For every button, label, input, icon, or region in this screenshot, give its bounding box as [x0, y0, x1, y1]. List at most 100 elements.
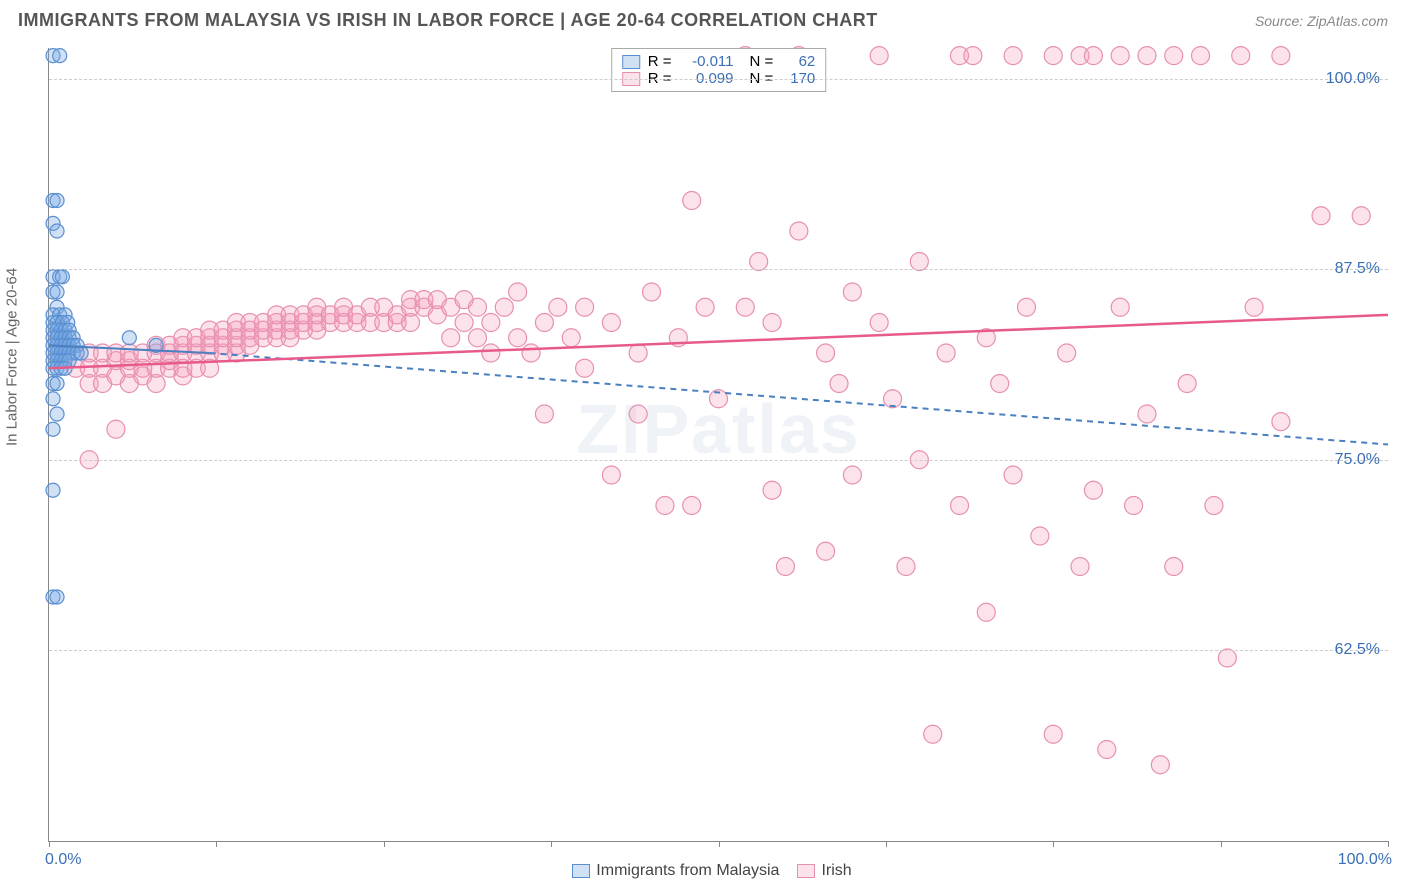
- series-legend: Immigrants from Malaysia Irish: [0, 862, 1406, 880]
- data-point: [656, 497, 674, 515]
- data-point: [562, 329, 580, 347]
- data-point: [535, 314, 553, 332]
- data-point: [1312, 207, 1330, 225]
- source-credit: Source: ZipAtlas.com: [1255, 13, 1388, 29]
- legend-series-label: Immigrants from Malaysia: [596, 862, 779, 879]
- data-point: [576, 359, 594, 377]
- data-point: [1058, 344, 1076, 362]
- legend-series-label: Irish: [821, 862, 851, 879]
- data-point: [1017, 298, 1035, 316]
- data-point: [602, 466, 620, 484]
- legend-swatch: [572, 864, 590, 878]
- data-point: [1165, 47, 1183, 65]
- x-tick: [1388, 841, 1389, 847]
- data-point: [1272, 47, 1290, 65]
- data-point: [790, 222, 808, 240]
- data-point: [1232, 47, 1250, 65]
- r-value: -0.011: [680, 53, 734, 70]
- data-point: [1178, 375, 1196, 393]
- data-point: [468, 329, 486, 347]
- data-point: [643, 283, 661, 301]
- chart-title: IMMIGRANTS FROM MALAYSIA VS IRISH IN LAB…: [18, 10, 878, 31]
- data-point: [683, 192, 701, 210]
- data-point: [509, 329, 527, 347]
- x-tick: [1221, 841, 1222, 847]
- data-point: [482, 344, 500, 362]
- data-point: [817, 344, 835, 362]
- data-point: [683, 497, 701, 515]
- data-point: [1004, 466, 1022, 484]
- legend-swatch: [797, 864, 815, 878]
- data-point: [1111, 47, 1129, 65]
- y-tick-label: 75.0%: [1335, 451, 1380, 469]
- data-point: [455, 314, 473, 332]
- data-point: [46, 392, 60, 406]
- data-point: [50, 194, 64, 208]
- x-tick: [719, 841, 720, 847]
- chart-plot-area: ZIPatlas R =-0.011N =62R =0.099N =170 0.…: [48, 48, 1388, 842]
- x-tick: [216, 841, 217, 847]
- scatter-svg: [49, 48, 1388, 841]
- data-point: [522, 344, 540, 362]
- data-point: [1031, 527, 1049, 545]
- data-point: [1004, 47, 1022, 65]
- gridline: [49, 269, 1388, 270]
- data-point: [1352, 207, 1370, 225]
- n-label: N =: [750, 53, 774, 70]
- data-point: [55, 270, 69, 284]
- y-tick-label: 87.5%: [1335, 260, 1380, 278]
- y-axis-label: In Labor Force | Age 20-64: [4, 268, 21, 446]
- y-tick-label: 100.0%: [1326, 70, 1380, 88]
- x-tick: [49, 841, 50, 847]
- data-point: [870, 47, 888, 65]
- data-point: [817, 542, 835, 560]
- data-point: [482, 314, 500, 332]
- data-point: [1071, 558, 1089, 576]
- data-point: [750, 253, 768, 271]
- data-point: [629, 344, 647, 362]
- data-point: [50, 590, 64, 604]
- data-point: [549, 298, 567, 316]
- data-point: [50, 407, 64, 421]
- data-point: [495, 298, 513, 316]
- data-point: [1044, 725, 1062, 743]
- stats-legend-row: R = -0.011 N = 62: [622, 53, 816, 70]
- y-tick-label: 62.5%: [1335, 641, 1380, 659]
- data-point: [53, 49, 67, 63]
- data-point: [602, 314, 620, 332]
- x-tick: [551, 841, 552, 847]
- data-point: [763, 481, 781, 499]
- data-point: [509, 283, 527, 301]
- data-point: [991, 375, 1009, 393]
- stats-legend: R =-0.011N =62R =0.099N =170: [611, 48, 827, 92]
- data-point: [629, 405, 647, 423]
- data-point: [924, 725, 942, 743]
- data-point: [1138, 405, 1156, 423]
- data-point: [843, 466, 861, 484]
- x-tick: [886, 841, 887, 847]
- data-point: [122, 331, 136, 345]
- data-point: [951, 497, 969, 515]
- data-point: [736, 298, 754, 316]
- data-point: [535, 405, 553, 423]
- r-label: R =: [648, 53, 672, 70]
- data-point: [977, 603, 995, 621]
- data-point: [870, 314, 888, 332]
- data-point: [1111, 298, 1129, 316]
- data-point: [1151, 756, 1169, 774]
- n-value: 62: [781, 53, 815, 70]
- data-point: [1125, 497, 1143, 515]
- x-tick: [384, 841, 385, 847]
- data-point: [1272, 413, 1290, 431]
- data-point: [442, 329, 460, 347]
- data-point: [763, 314, 781, 332]
- gridline: [49, 650, 1388, 651]
- data-point: [1192, 47, 1210, 65]
- gridline: [49, 460, 1388, 461]
- data-point: [1084, 481, 1102, 499]
- gridline: [49, 79, 1388, 80]
- data-point: [1044, 47, 1062, 65]
- data-point: [1084, 47, 1102, 65]
- data-point: [696, 298, 714, 316]
- legend-swatch: [622, 55, 640, 69]
